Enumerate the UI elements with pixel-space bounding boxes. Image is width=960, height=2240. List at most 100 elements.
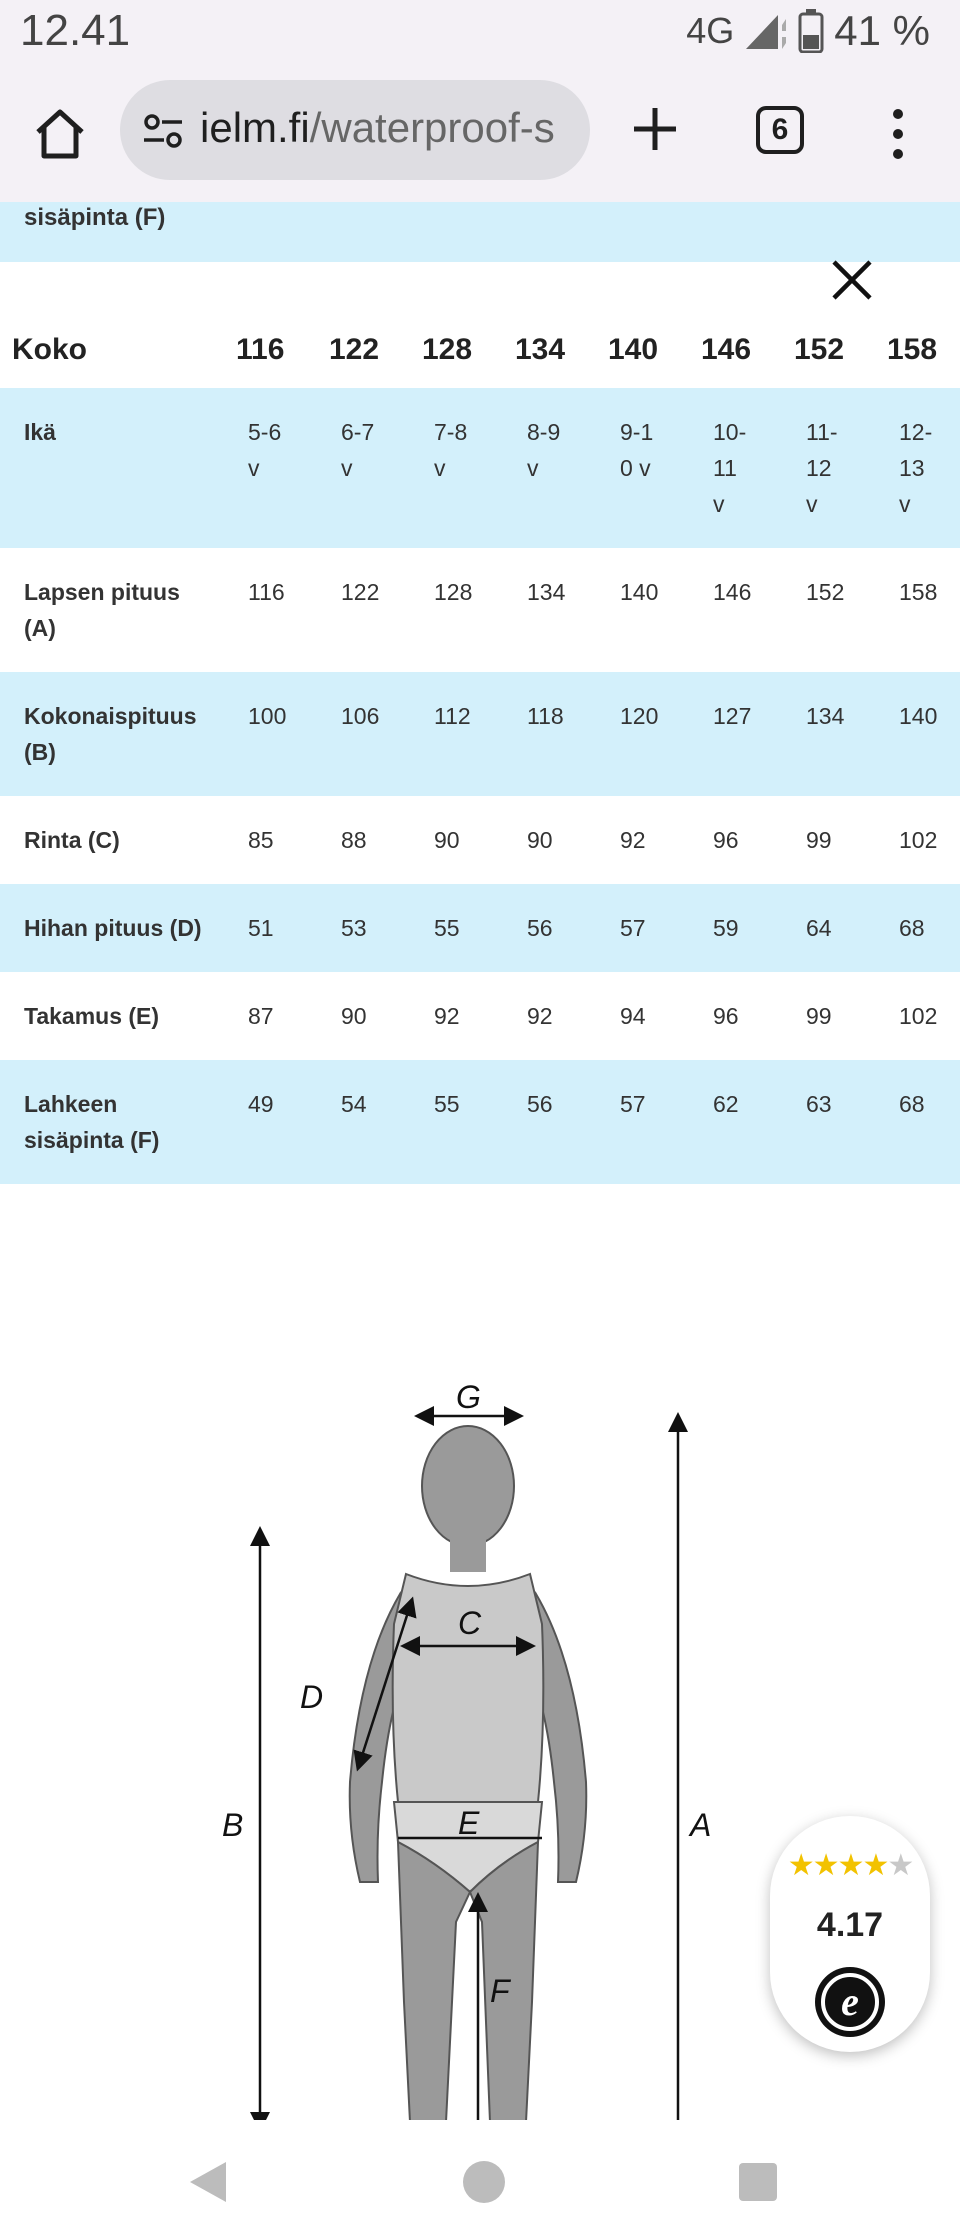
table-cell: 134 bbox=[770, 672, 863, 796]
trusted-shops-logo-icon: e bbox=[815, 1967, 885, 2037]
table-cell: 90 bbox=[434, 827, 460, 853]
table-cell: 94 bbox=[620, 1003, 646, 1029]
table-cell: 90 bbox=[527, 827, 553, 853]
table-cell: 99 bbox=[806, 827, 832, 853]
table-cell: 55 bbox=[398, 1060, 491, 1184]
table-row-sleeve: Hihan pituus (D) 51 53 55 56 57 59 64 68 bbox=[0, 884, 960, 972]
table-cell: 63 bbox=[770, 1060, 863, 1184]
row-label: Lahkeen sisäpinta (F) bbox=[0, 1060, 212, 1184]
label-d: D bbox=[300, 1679, 323, 1715]
table-cell: 53 bbox=[305, 884, 398, 972]
status-indicators: 4G 41 % bbox=[686, 6, 930, 56]
table-cell: 122 bbox=[341, 579, 380, 605]
trusted-shops-rating-widget[interactable]: ★★★★★ 4.17 e bbox=[770, 1816, 930, 2052]
table-cell: 56 bbox=[491, 884, 584, 972]
table-cell: 87 bbox=[248, 1003, 274, 1029]
url-text[interactable]: ielm.fi/waterproof-s bbox=[200, 104, 555, 152]
table-cell: 49 bbox=[212, 1060, 305, 1184]
table-cell: 140 bbox=[620, 579, 659, 605]
row-label: Rinta (C) bbox=[24, 827, 120, 853]
table-cell: 68 bbox=[863, 884, 960, 972]
table-cell: 51 bbox=[212, 884, 305, 972]
size-header: 134 bbox=[515, 333, 566, 366]
new-tab-icon[interactable] bbox=[630, 104, 680, 154]
table-cell: 134 bbox=[527, 579, 566, 605]
recent-apps-icon[interactable] bbox=[738, 2162, 778, 2202]
star-icon: ★ bbox=[837, 1849, 865, 1882]
table-cell: 88 bbox=[341, 827, 367, 853]
trusted-shops-logo-letter: e bbox=[841, 1979, 859, 2024]
tab-switcher-button[interactable]: 6 bbox=[756, 106, 804, 154]
home-icon[interactable] bbox=[30, 104, 90, 164]
url-domain: ielm.fi bbox=[200, 104, 310, 151]
star-icon: ★ bbox=[812, 1849, 840, 1882]
table-cell: 59 bbox=[677, 884, 770, 972]
close-icon[interactable] bbox=[828, 256, 876, 304]
table-cell: 118 bbox=[491, 672, 584, 796]
network-label: 4G bbox=[686, 10, 735, 51]
table-cell: 12-13 v bbox=[899, 419, 933, 517]
size-header: 128 bbox=[422, 333, 473, 366]
label-f: F bbox=[490, 1973, 512, 2009]
table-row-chest: Rinta (C) 85 88 90 90 92 96 99 102 bbox=[0, 796, 960, 884]
table-cell: 92 bbox=[434, 1003, 460, 1029]
size-header-label: Koko bbox=[12, 333, 87, 366]
table-row-total-length: Kokonaispituus (B) 100 106 112 118 120 1… bbox=[0, 672, 960, 796]
table-cell: 90 bbox=[341, 1003, 367, 1029]
table-cell: 158 bbox=[899, 579, 938, 605]
table-cell: 106 bbox=[305, 672, 398, 796]
table-row-seat: Takamus (E) 87 90 92 92 94 96 99 102 bbox=[0, 972, 960, 1060]
table-cell: 57 bbox=[584, 884, 677, 972]
table-cell: 96 bbox=[713, 1003, 739, 1029]
status-time: 12.41 bbox=[20, 6, 131, 55]
table-cell: 55 bbox=[398, 884, 491, 972]
label-g: G bbox=[456, 1379, 481, 1415]
star-icon: ★ bbox=[787, 1849, 815, 1882]
status-bar: 12.41 4G 41 % bbox=[0, 0, 960, 62]
battery-percent: 41 % bbox=[834, 7, 930, 54]
site-settings-icon[interactable] bbox=[142, 110, 184, 152]
table-cell: 102 bbox=[899, 1003, 938, 1029]
table-cell: 54 bbox=[305, 1060, 398, 1184]
home-nav-icon[interactable] bbox=[462, 2160, 506, 2204]
table-header-row: Koko 116 122 128 134 140 146 152 158 bbox=[0, 312, 960, 388]
star-icon: ★ bbox=[862, 1849, 889, 1882]
address-bar[interactable]: ielm.fi/waterproof-s bbox=[120, 80, 590, 180]
table-cell: 96 bbox=[713, 827, 739, 853]
table-cell: 56 bbox=[491, 1060, 584, 1184]
label-a: A bbox=[688, 1807, 711, 1843]
table-cell: 152 bbox=[806, 579, 845, 605]
table-cell: 68 bbox=[863, 1060, 960, 1184]
table-cell: 102 bbox=[899, 827, 938, 853]
back-icon[interactable] bbox=[188, 2160, 228, 2204]
row-label: Takamus (E) bbox=[24, 1003, 160, 1029]
rating-value: 4.17 bbox=[816, 1906, 884, 1944]
label-c: C bbox=[458, 1605, 482, 1641]
table-cell: 57 bbox=[584, 1060, 677, 1184]
table-cell: 92 bbox=[527, 1003, 553, 1029]
size-header: 116 bbox=[236, 333, 285, 366]
table-cell: 85 bbox=[248, 827, 274, 853]
size-header: 146 bbox=[701, 333, 752, 366]
table-cell: 8-9 v bbox=[527, 419, 561, 481]
row-label: Hihan pituus (D) bbox=[0, 884, 212, 972]
table-row-height: Lapsen pituus (A) 116 122 128 134 140 14… bbox=[0, 548, 960, 672]
rating-stars: ★★★★★ bbox=[778, 1848, 922, 1883]
table-cell: 64 bbox=[770, 884, 863, 972]
size-header: 158 bbox=[887, 333, 938, 366]
table-cell: 99 bbox=[806, 1003, 832, 1029]
more-menu-icon[interactable] bbox=[880, 104, 916, 164]
table-cell: 10-11 v bbox=[713, 419, 747, 517]
table-cell: 120 bbox=[584, 672, 677, 796]
figure-neck bbox=[450, 1538, 486, 1572]
table-cell: 7-8 v bbox=[434, 419, 468, 481]
system-navigation-bar bbox=[0, 2120, 960, 2240]
table-cell: 146 bbox=[713, 579, 752, 605]
table-cell: 112 bbox=[398, 672, 491, 796]
signal-icon bbox=[746, 15, 787, 49]
table-cell: 116 bbox=[248, 579, 285, 605]
table-cell: 92 bbox=[620, 827, 646, 853]
table-cell: 11-12 v bbox=[806, 419, 838, 517]
url-path: /waterproof-s bbox=[309, 104, 555, 151]
table-row-age: Ikä 5-6 v 6-7 v 7-8 v 8-9 v 9-10 v 10-11… bbox=[0, 388, 960, 548]
